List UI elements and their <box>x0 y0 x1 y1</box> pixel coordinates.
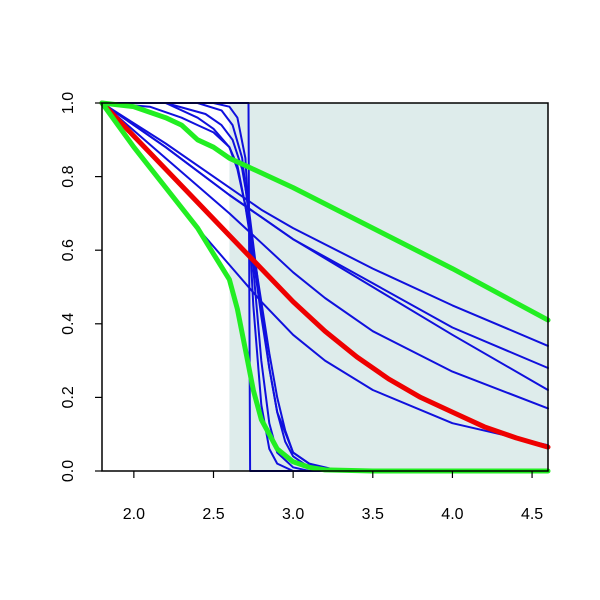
x-tick-label: 2.0 <box>123 506 145 523</box>
shaded-region <box>229 103 548 471</box>
x-tick-label: 2.5 <box>202 506 224 523</box>
series-line-9 <box>101 102 549 347</box>
x-tick-label: 4.5 <box>521 506 543 523</box>
series-line-3 <box>101 102 549 472</box>
y-axis: 0.0 0.2 0.4 0.6 0.8 1.0 <box>60 92 102 482</box>
y-tick-label: 0.2 <box>60 386 77 408</box>
x-tick-label: 4.0 <box>441 506 463 523</box>
shaded-region-layer <box>229 103 548 471</box>
x-tick-label: 3.0 <box>282 506 304 523</box>
series-line-12 <box>99 100 551 450</box>
y-tick-label: 0.4 <box>60 313 77 335</box>
y-tick-label: 0.6 <box>60 239 77 261</box>
series-layer <box>99 100 551 474</box>
y-tick-label: 0.8 <box>60 165 77 187</box>
x-tick-label: 3.5 <box>362 506 384 523</box>
series-line-13 <box>99 100 551 323</box>
y-tick-label: 0.0 <box>60 460 77 482</box>
y-tick-label: 1.0 <box>60 92 77 114</box>
plot-frame <box>101 102 549 472</box>
series-line-10 <box>101 102 549 410</box>
series-line-8 <box>101 102 549 369</box>
x-axis: 2.0 2.5 3.0 3.5 4.0 4.5 <box>123 471 543 523</box>
